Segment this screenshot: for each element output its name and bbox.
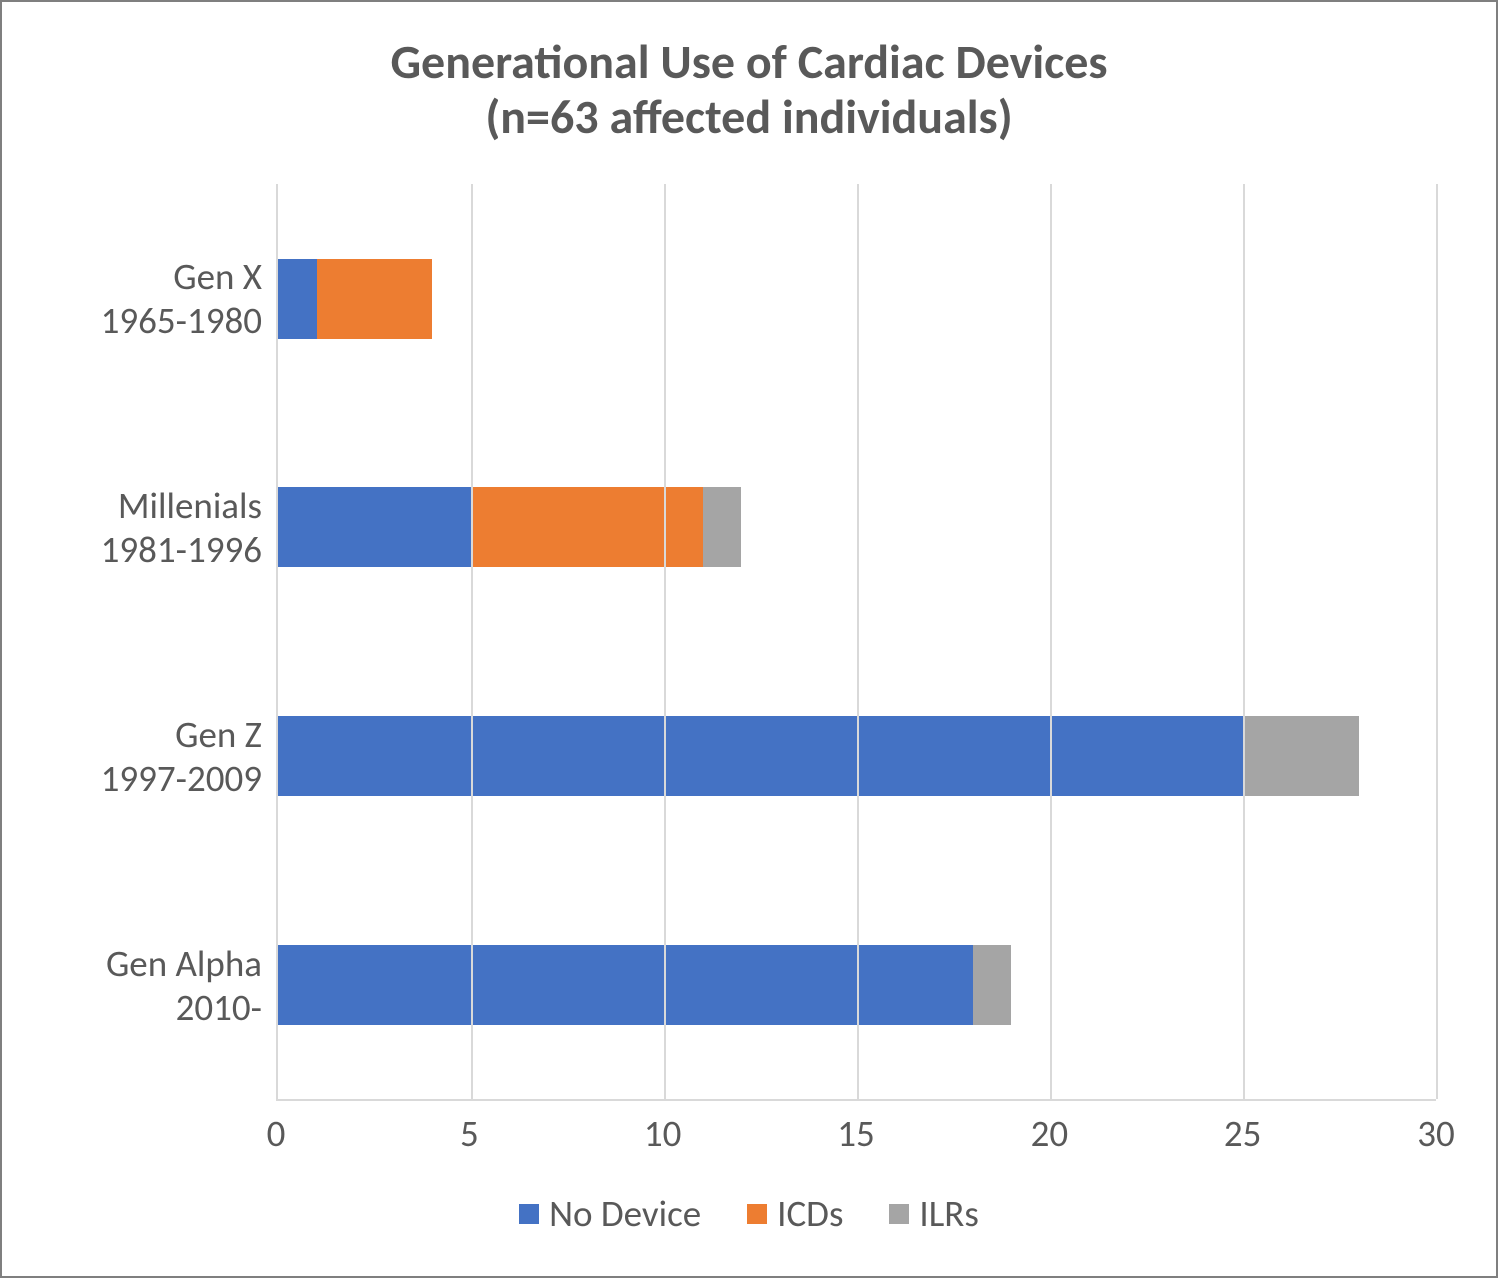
gridline <box>471 184 473 1099</box>
x-axis-tick: 30 <box>1417 1111 1455 1156</box>
y-axis-label-line2: 2010- <box>12 986 262 1030</box>
x-axis-tick: 25 <box>1224 1111 1262 1156</box>
legend-swatch-icon <box>747 1204 767 1224</box>
bar-segment-icds <box>317 259 433 339</box>
x-axis-tick: 5 <box>460 1111 479 1156</box>
legend-swatch-icon <box>889 1204 909 1224</box>
legend-label: ICDs <box>777 1191 843 1236</box>
y-axis-label: Gen X1965-1980 <box>12 255 262 344</box>
bar-segment-no_device <box>278 945 973 1025</box>
x-axis-ticks: 051015202530 <box>276 1111 1436 1161</box>
plot-zone: Gen X1965-1980Millenials1981-1996Gen Z19… <box>2 144 1496 1101</box>
chart-title-line1: Generational Use of Cardiac Devices <box>2 34 1496 89</box>
x-axis-tick: 10 <box>644 1111 682 1156</box>
x-axis-row: 0 5 10 15 20 25 30 <box>2 1101 1496 1161</box>
legend: No Device ICDs ILRs <box>2 1161 1496 1276</box>
gridline <box>1243 184 1245 1099</box>
gridline <box>857 184 859 1099</box>
x-axis-spacer <box>12 1111 276 1161</box>
legend-label: ILRs <box>919 1191 978 1236</box>
chart-title-line2: (n=63 affected individuals) <box>2 89 1496 144</box>
y-axis-label: Millenials1981-1996 <box>12 484 262 573</box>
y-axis-label-line2: 1965-1980 <box>12 299 262 343</box>
chart-title: Generational Use of Cardiac Devices (n=6… <box>2 2 1496 144</box>
legend-item-no_device: No Device <box>519 1191 701 1236</box>
y-axis-label-line1: Millenials <box>12 484 262 528</box>
y-axis-label: Gen Z1997-2009 <box>12 713 262 802</box>
y-axis-label-line2: 1981-1996 <box>12 528 262 572</box>
bar-segment-ilrs <box>973 945 1012 1025</box>
bar-segment-ilrs <box>703 487 742 567</box>
y-axis-label-line1: Gen Alpha <box>12 942 262 986</box>
plot-area <box>276 184 1436 1101</box>
y-axis-label-line2: 1997-2009 <box>12 757 262 801</box>
legend-swatch-icon <box>519 1204 539 1224</box>
y-axis-labels: Gen X1965-1980Millenials1981-1996Gen Z19… <box>12 184 276 1101</box>
legend-label: No Device <box>549 1191 701 1236</box>
y-axis-label-line1: Gen Z <box>12 713 262 757</box>
x-axis-tick: 0 <box>267 1111 286 1156</box>
bar-segment-no_device <box>278 259 317 339</box>
gridline <box>1436 184 1438 1099</box>
legend-item-icds: ICDs <box>747 1191 843 1236</box>
y-axis-label: Gen Alpha2010- <box>12 942 262 1031</box>
chart-frame: Generational Use of Cardiac Devices (n=6… <box>0 0 1498 1278</box>
y-axis-label-line1: Gen X <box>12 255 262 299</box>
bar-segment-ilrs <box>1243 716 1359 796</box>
bar-segment-no_device <box>278 716 1243 796</box>
x-axis-tick: 15 <box>837 1111 875 1156</box>
legend-item-ilrs: ILRs <box>889 1191 978 1236</box>
bar-segment-icds <box>471 487 703 567</box>
x-axis-tick: 20 <box>1031 1111 1069 1156</box>
gridline <box>664 184 666 1099</box>
bar-segment-no_device <box>278 487 471 567</box>
gridline <box>1050 184 1052 1099</box>
